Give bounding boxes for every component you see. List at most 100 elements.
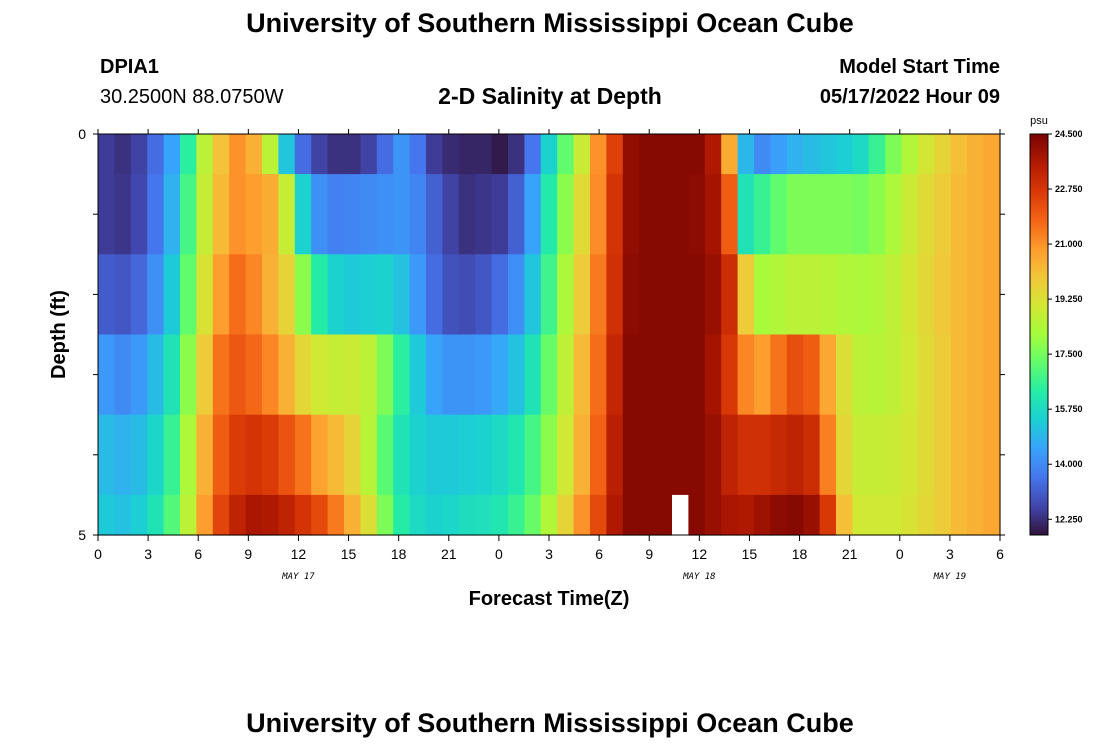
heatmap-cell bbox=[212, 334, 230, 416]
heatmap-cell bbox=[426, 174, 443, 255]
heatmap-cell bbox=[491, 134, 509, 175]
x-tick-label: 12 bbox=[692, 546, 708, 562]
heatmap-cell bbox=[983, 254, 1001, 336]
heatmap-cell bbox=[147, 334, 165, 416]
heatmap-cell bbox=[393, 174, 411, 255]
heatmap-cell bbox=[311, 494, 329, 536]
heatmap-cell bbox=[737, 494, 755, 536]
heatmap-cell bbox=[114, 414, 132, 496]
heatmap-cell bbox=[704, 254, 722, 336]
heatmap-cell bbox=[360, 174, 378, 255]
heatmap-cell bbox=[901, 254, 919, 336]
heatmap-cell bbox=[376, 494, 394, 536]
heatmap-cell bbox=[573, 334, 591, 416]
heatmap-cell bbox=[901, 174, 919, 255]
x-tick-label: 0 bbox=[495, 546, 503, 562]
heatmap-cell bbox=[458, 254, 476, 336]
heatmap-cell bbox=[950, 494, 968, 536]
heatmap-cell bbox=[442, 414, 460, 496]
heatmap-cell bbox=[819, 254, 837, 336]
heatmap-cell bbox=[163, 414, 181, 496]
heatmap-cell bbox=[622, 134, 640, 175]
heatmap-cell bbox=[885, 254, 903, 336]
heatmap-cell bbox=[540, 494, 558, 536]
heatmap-cell bbox=[918, 494, 935, 536]
heatmap-cell bbox=[475, 134, 493, 175]
heatmap-cell bbox=[327, 134, 345, 175]
heatmap-cell bbox=[393, 414, 411, 496]
heatmap-cell bbox=[950, 174, 968, 255]
heatmap-cell bbox=[344, 254, 361, 336]
heatmap-cell bbox=[803, 414, 821, 496]
heatmap-cell bbox=[458, 494, 476, 536]
colorbar-ticks: 24.500 22.750 21.000 19.250 17.500 15.750 14.0… bbox=[1048, 129, 1083, 524]
heatmap-cell bbox=[294, 254, 312, 336]
heatmap-cell bbox=[852, 174, 870, 255]
x-tick-label: 6 bbox=[996, 546, 1004, 562]
heatmap-cell bbox=[557, 254, 575, 336]
heatmap-cell bbox=[786, 174, 804, 255]
colorbar-tick-label: 21.000 bbox=[1055, 239, 1083, 249]
heatmap-cell bbox=[622, 174, 640, 255]
heatmap-cell bbox=[918, 414, 935, 496]
heatmap-cell bbox=[311, 414, 329, 496]
heatmap-cell bbox=[491, 174, 509, 255]
heatmap-cell bbox=[901, 414, 919, 496]
heatmap-cell bbox=[163, 254, 181, 336]
heatmap-cell bbox=[229, 334, 247, 416]
heatmap-cell bbox=[868, 254, 886, 336]
heatmap-cell bbox=[967, 334, 985, 416]
heatmap-cell bbox=[754, 334, 771, 416]
heatmap-cell bbox=[819, 494, 837, 536]
y-tick-label: 5 bbox=[78, 527, 86, 543]
heatmap-cell bbox=[114, 254, 132, 336]
heatmap-cell bbox=[524, 494, 542, 536]
colorbar-tick-label: 24.500 bbox=[1055, 129, 1083, 139]
heatmap-cell bbox=[786, 494, 804, 536]
heatmap-cell bbox=[885, 174, 903, 255]
station-coordinates: 30.2500N 88.0750W bbox=[100, 86, 284, 108]
heatmap-cell bbox=[311, 254, 329, 336]
heatmap-cell bbox=[622, 414, 640, 496]
y-axis-title: Depth (ft) bbox=[48, 290, 70, 379]
heatmap-cell bbox=[278, 414, 296, 496]
heatmap-cell bbox=[311, 174, 329, 255]
heatmap-cell bbox=[376, 334, 394, 416]
heatmap-cell bbox=[688, 334, 706, 416]
heatmap-cell bbox=[655, 254, 673, 336]
heatmap-cell bbox=[540, 414, 558, 496]
heatmap-cell bbox=[245, 494, 263, 536]
heatmap-cell bbox=[196, 174, 214, 255]
heatmap-cell bbox=[278, 174, 296, 255]
heatmap-cell bbox=[393, 494, 411, 536]
heatmap-cell bbox=[852, 254, 870, 336]
date-label: MAY 19 bbox=[933, 572, 967, 582]
heatmap-cell bbox=[278, 134, 296, 175]
heatmap-cell bbox=[754, 174, 771, 255]
heatmap-cell bbox=[737, 174, 755, 255]
heatmap-cell bbox=[688, 254, 706, 336]
colorbar-gradient bbox=[1029, 133, 1049, 536]
heatmap-cell bbox=[770, 254, 788, 336]
colorbar-unit: psu bbox=[1030, 115, 1048, 127]
heatmap-cell bbox=[360, 414, 378, 496]
heatmap-cell bbox=[852, 494, 870, 536]
colorbar-tick-label: 12.250 bbox=[1055, 514, 1083, 524]
heatmap-cell bbox=[130, 174, 148, 255]
heatmap-cell bbox=[376, 414, 394, 496]
heatmap-cell bbox=[344, 414, 361, 496]
heatmap-cell bbox=[540, 254, 558, 336]
heatmap-cell bbox=[426, 334, 443, 416]
colorbar-tick-label: 15.750 bbox=[1055, 404, 1083, 414]
heatmap-cell bbox=[754, 254, 771, 336]
colorbar-tick-label: 17.500 bbox=[1055, 349, 1083, 359]
heatmap-cell bbox=[737, 414, 755, 496]
heatmap-cell bbox=[262, 414, 279, 496]
heatmap-cell bbox=[393, 254, 411, 336]
heatmap-cell bbox=[639, 334, 657, 416]
heatmap-cell bbox=[803, 254, 821, 336]
heatmap-cell bbox=[622, 494, 640, 536]
heatmap-cell bbox=[196, 494, 214, 536]
heatmap-cell bbox=[508, 174, 525, 255]
heatmap-cell bbox=[360, 254, 378, 336]
